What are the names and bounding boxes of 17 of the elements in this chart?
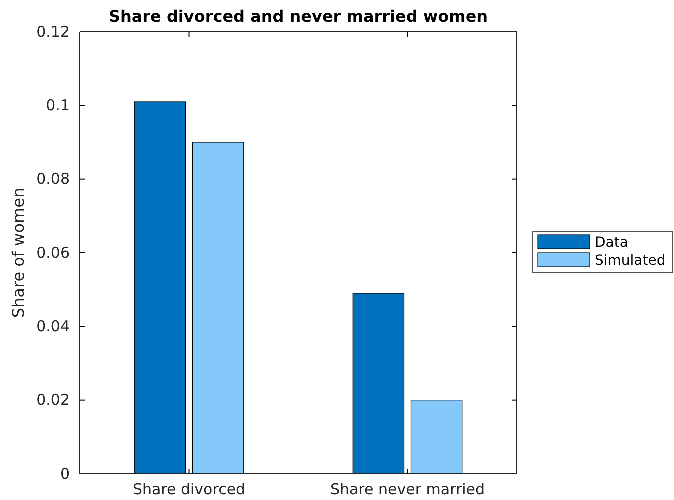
x-tick-label: Share divorced (132, 480, 246, 499)
bar (134, 102, 186, 474)
y-tick-label: 0.06 (36, 244, 70, 262)
legend-label: Data (595, 235, 628, 251)
bar (352, 293, 405, 474)
y-tick-label: 0.04 (36, 317, 70, 336)
x-tick-label: Share never married (330, 480, 486, 499)
y-tick-label: 0.1 (46, 96, 70, 114)
legend-label: Simulated (595, 253, 666, 269)
bar (410, 400, 463, 474)
bar (192, 142, 244, 474)
y-tick-label: 0.08 (36, 170, 70, 188)
y-axis-title: Share of women (9, 188, 28, 318)
chart-title: Share divorced and never married women (108, 7, 488, 26)
y-tick-label: 0.12 (36, 22, 70, 41)
y-tick-label: 0 (60, 464, 70, 483)
y-tick-label: 0.02 (36, 391, 70, 410)
